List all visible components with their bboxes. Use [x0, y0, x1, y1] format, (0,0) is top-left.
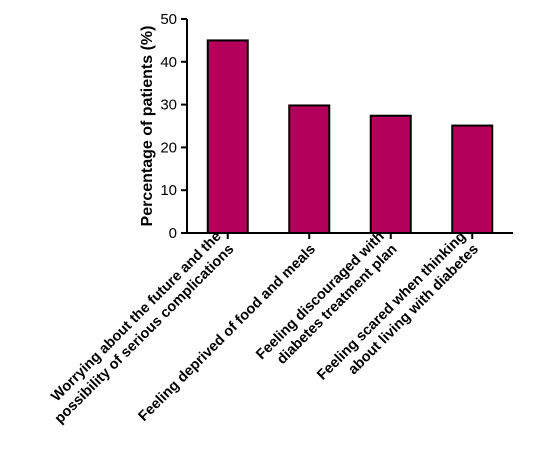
y-tick-label: 10 [160, 182, 177, 199]
y-tick-label: 0 [169, 225, 177, 242]
y-tick-label: 20 [160, 139, 177, 156]
y-axis-ticks: 0 10 20 30 40 50 [160, 11, 187, 242]
x-tick-label: Worrying about the future and thepossibi… [39, 229, 237, 427]
bar [206, 39, 249, 235]
y-tick-label: 30 [160, 97, 177, 114]
x-axis-labels: Worrying about the future and thepossibi… [39, 229, 482, 427]
y-tick-label: 50 [160, 11, 177, 28]
bar [451, 124, 494, 234]
y-tick-label: 40 [160, 54, 177, 71]
y-axis-title: Percentage of patients (%) [139, 26, 156, 227]
bar [288, 104, 331, 234]
bars [206, 39, 494, 235]
bar [369, 114, 412, 234]
